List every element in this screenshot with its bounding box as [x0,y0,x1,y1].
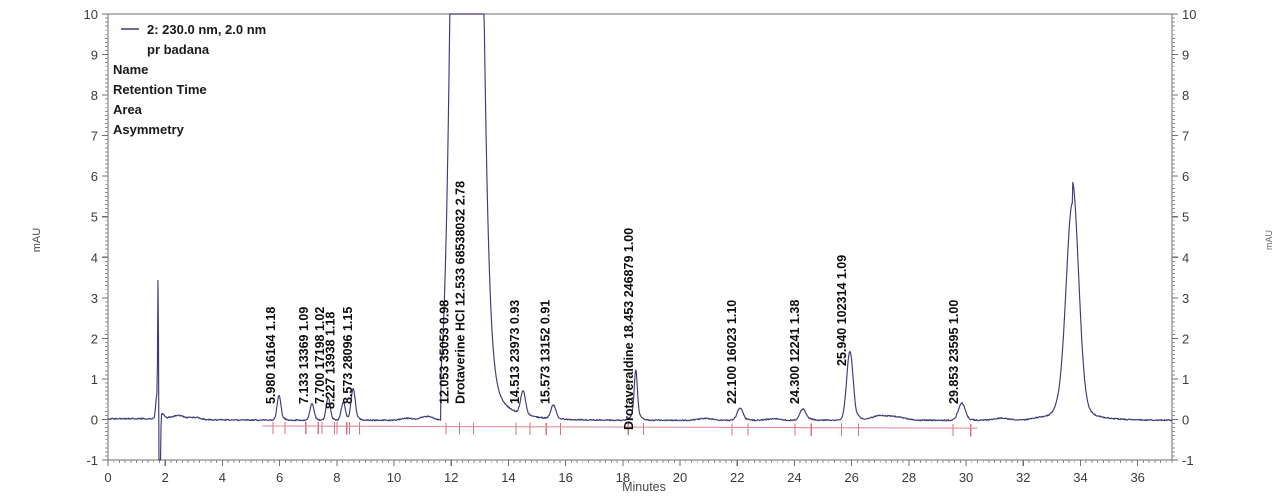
peak-annotation-label: Drotaveraldine 18.453 246879 1.00 [622,228,636,430]
y-tick-label-left: 2 [91,331,98,346]
y-tick-label-right: 7 [1182,129,1189,144]
legend: 2: 230.0 nm, 2.0 nm pr badana Name Reten… [113,22,266,137]
y-tick-label-right: 9 [1182,48,1189,63]
chromatogram-trace [107,13,1173,461]
x-tick-label: 12 [444,470,458,485]
peak-annotation-label: 25.940 102314 1.09 [835,255,849,366]
legend-row-asymmetry: Asymmetry [113,122,185,137]
peak-annotation-group: 5.980 16164 1.18 7.133 13369 1.09 7.700 17… [264,181,961,430]
peak-annotation-label: 12.053 35053 0.98 [438,300,452,404]
peak-annotation-label: 5.980 16164 1.18 [264,307,278,404]
x-tick-label: 32 [1016,470,1030,485]
peak-annotation-label: 8.573 28096 1.15 [341,307,355,404]
x-tick-label: 26 [844,470,858,485]
y-axis-left-ticks: -1 0 1 2 3 4 5 6 7 8 9 10 [84,7,108,468]
y-tick-label-right: 6 [1182,169,1189,184]
y-tick-label-right: 2 [1182,331,1189,346]
peak-annotation-label: 22.100 16023 1.10 [725,300,739,404]
x-tick-label: 6 [276,470,283,485]
y-tick-label-right: 8 [1182,88,1189,103]
x-tick-label: 36 [1130,470,1144,485]
y-tick-label-right: 5 [1182,210,1189,225]
y-axis-right-ticks: -1 0 1 2 3 4 5 6 7 8 9 10 [1172,7,1196,468]
peak-annotation-label: 7.133 13369 1.09 [297,307,311,404]
y-tick-label-right: 4 [1182,250,1189,265]
x-tick-label: 16 [558,470,572,485]
peak-annotation-label: 8.227 13938 1.18 [323,312,337,409]
legend-sample-label: pr badana [147,42,210,57]
legend-row-area: Area [113,102,143,117]
y-tick-label-right: 10 [1182,7,1196,22]
x-tick-label: 14 [501,470,515,485]
x-tick-label: 24 [787,470,801,485]
x-tick-label: 2 [162,470,169,485]
x-tick-label: 4 [219,470,226,485]
y-tick-label-right: 3 [1182,291,1189,306]
x-tick-label: 10 [387,470,401,485]
x-axis-title: Minutes [622,480,666,494]
y-tick-label-left: 6 [91,169,98,184]
x-axis-ticks: 0 2 4 6 8 10 12 14 16 18 20 22 24 26 28 30 32 34 36 [104,460,1173,485]
peak-annotation-label: 29.853 23595 1.00 [947,300,961,404]
y-axis-title-right: mAU [1264,230,1274,250]
x-tick-label: 18 [616,470,630,485]
y-tick-label-right: 0 [1182,412,1189,427]
x-tick-label: 0 [104,470,111,485]
legend-row-retention-time: Retention Time [113,82,207,97]
y-tick-label-left: 7 [91,129,98,144]
peak-annotation-label: 15.573 13152 0.91 [538,300,552,404]
y-tick-label-left: 0 [91,412,98,427]
peak-annotation-label: 7.700 17198 1.02 [313,307,327,404]
x-tick-label: 30 [959,470,973,485]
baseline-trace [262,425,978,429]
legend-row-name: Name [113,62,148,77]
y-tick-label-left: 9 [91,48,98,63]
x-tick-label: 28 [902,470,916,485]
y-tick-label-left: 5 [91,210,98,225]
x-tick-label: 8 [333,470,340,485]
peak-annotation-label: 14.513 23973 0.93 [508,300,522,404]
y-axis-title-left: mAU [31,228,43,253]
legend-channel-label: 2: 230.0 nm, 2.0 nm [147,22,266,37]
peak-annotation-label: Drotaverine HCl 12.533 68538032 2.78 [453,181,467,404]
x-tick-label: 34 [1073,470,1087,485]
y-tick-label-right: 1 [1182,372,1189,387]
y-tick-label-left: -1 [86,453,98,468]
y-tick-label-left: 3 [91,291,98,306]
x-tick-label: 20 [673,470,687,485]
y-tick-label-left: 1 [91,372,98,387]
peak-annotation-label: 24.300 12241 1.38 [788,300,802,404]
integration-tick-marks [272,421,972,437]
y-tick-label-left: 10 [84,7,98,22]
x-tick-label: 22 [730,470,744,485]
y-tick-label-right: -1 [1182,453,1194,468]
y-tick-label-left: 8 [91,88,98,103]
y-tick-label-left: 4 [91,250,98,265]
